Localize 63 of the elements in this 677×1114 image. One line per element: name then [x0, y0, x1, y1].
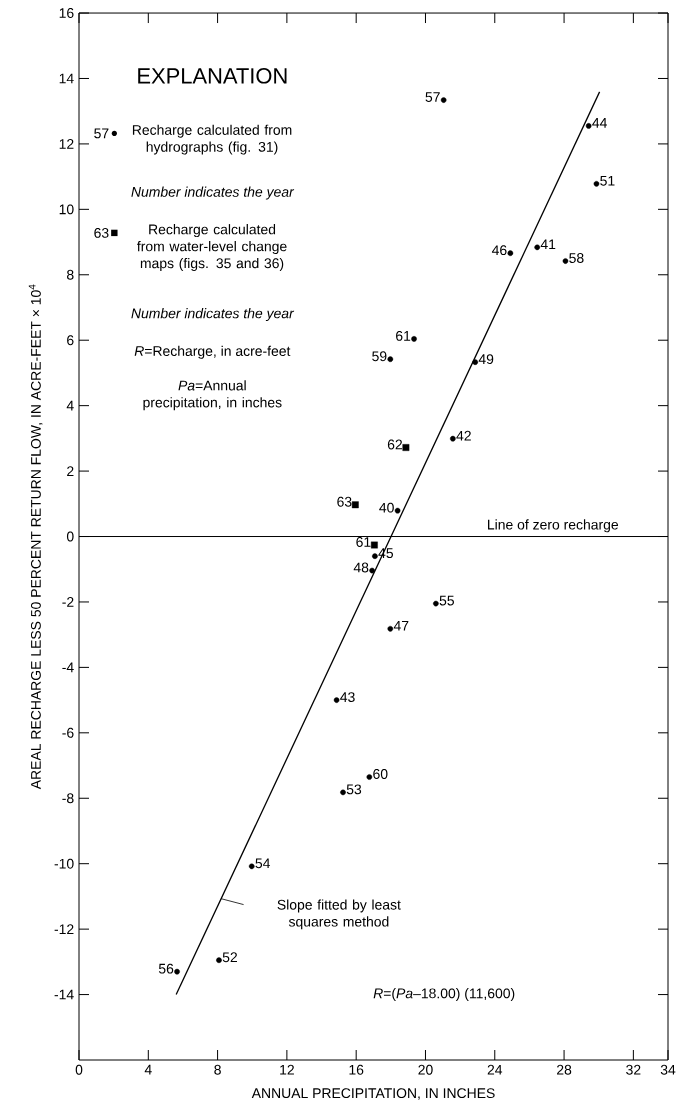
x-tick-label: 28: [557, 1064, 572, 1075]
x-tick-label: 32: [626, 1064, 641, 1075]
annotation: R=Recharge, in acre-feet: [134, 345, 291, 359]
annotation: Number indicates the year: [131, 186, 295, 200]
annotation: 48: [353, 562, 369, 573]
annotation: 49: [478, 354, 494, 365]
y-tick-label: 16: [59, 8, 74, 18]
annotation: 57: [94, 128, 109, 139]
x-tick-label: 16: [349, 1064, 364, 1075]
annotation: Number indicates the year: [131, 308, 295, 322]
annotation: 52: [222, 952, 237, 963]
annotation: 61: [396, 330, 411, 341]
annotation: 60: [373, 769, 388, 779]
annotation: Slope fitted by least squares method: [277, 899, 401, 930]
y-tick-label: 4: [66, 400, 74, 411]
y-tick-label: 6: [67, 335, 74, 346]
y-tick-label: -8: [62, 793, 74, 804]
annotation: 61: [356, 537, 371, 547]
annotation: 58: [569, 253, 584, 263]
x-tick-label: 12: [280, 1064, 294, 1075]
y-tick-label: 0: [66, 531, 74, 542]
annotation: 51: [600, 175, 615, 186]
legend-title: EXPLANATION: [138, 68, 287, 84]
y-tick-label: 14: [59, 73, 74, 84]
y-tick-label: -2: [62, 597, 74, 607]
annotation: 41: [540, 239, 556, 250]
annotation: 55: [439, 595, 454, 606]
annotation: R=(Pa–18.00) (11,600): [373, 988, 515, 1002]
annotation: 63: [337, 496, 352, 507]
x-tick-label: 34: [660, 1064, 676, 1075]
annotation: Pa=Annual precipitation, in inches: [143, 380, 282, 411]
annotation: 44: [592, 118, 607, 128]
annotation: 63: [94, 227, 109, 238]
annotation: 46: [491, 245, 507, 256]
annotation: 57: [425, 92, 440, 102]
x-axis-title: ANNUAL PRECIPITATION, IN INCHES: [251, 1088, 495, 1100]
annotation: 53: [346, 784, 362, 795]
x-tick-label: 20: [418, 1064, 433, 1075]
y-tick-label: 10: [59, 204, 74, 215]
y-tick-label: -14: [54, 989, 74, 1000]
annotation: 56: [158, 963, 174, 974]
annotation: 47: [393, 620, 409, 631]
annotation: 62: [387, 439, 402, 450]
annotation: 54: [255, 858, 271, 869]
y-tick-label: 12: [59, 139, 74, 149]
legend-label: Recharge calculated from water-level change maps (figs. 35 and 36): [137, 224, 287, 271]
y-tick-label: -4: [62, 662, 74, 673]
x-tick-label: 8: [214, 1064, 221, 1075]
y-axis-title: AREAL RECHARGE LESS 50 PERCENT RETURN FLOW, IN ACRE-FEET × 10$^{4}$: [28, 284, 43, 790]
x-tick-label: 4: [144, 1064, 152, 1075]
y-tick-label: -10: [54, 858, 74, 869]
x-tick-label: 24: [487, 1064, 503, 1075]
y-tick-label: 2: [67, 466, 74, 476]
y-tick-label: -12: [54, 924, 74, 934]
annotation: 40: [379, 502, 394, 513]
y-tick-label: 8: [67, 269, 74, 280]
legend-label: Recharge calculated from hydrographs (fig. 31): [132, 124, 292, 155]
annotation: 43: [340, 692, 355, 703]
ref-line-label: Line of zero recharge: [488, 519, 619, 533]
annotation: 42: [456, 430, 471, 441]
annotation: 59: [372, 351, 387, 362]
x-tick-label: 0: [75, 1064, 83, 1075]
y-tick-label: -6: [62, 727, 74, 738]
